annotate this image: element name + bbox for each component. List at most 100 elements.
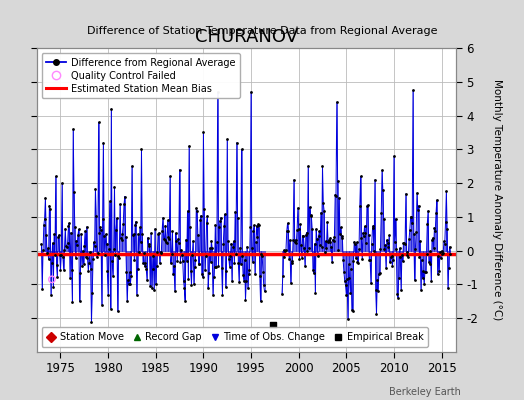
Point <box>153 249 161 255</box>
Point <box>330 238 338 244</box>
Point <box>104 291 112 298</box>
Point <box>416 238 424 245</box>
Point <box>69 126 78 132</box>
Point <box>359 230 367 236</box>
Point <box>373 277 381 284</box>
Point <box>51 252 59 259</box>
Point <box>220 223 228 230</box>
Point <box>318 244 326 250</box>
Point <box>345 275 354 281</box>
Point <box>96 224 104 230</box>
Point <box>60 246 69 253</box>
Text: Berkeley Earth: Berkeley Earth <box>389 387 461 397</box>
Point <box>107 106 115 112</box>
Point <box>156 260 164 266</box>
Point <box>213 239 221 245</box>
Point <box>128 163 136 170</box>
Point <box>147 230 155 236</box>
Point <box>400 240 409 246</box>
Point <box>56 267 64 273</box>
Point <box>49 284 58 290</box>
Point <box>354 260 363 266</box>
Point <box>204 285 212 291</box>
Point <box>300 245 309 251</box>
Point <box>418 275 427 282</box>
Point <box>395 245 403 251</box>
Point <box>307 212 315 218</box>
Point <box>344 261 353 268</box>
Point <box>307 213 315 220</box>
Point <box>241 297 249 303</box>
Point <box>67 229 75 236</box>
Point <box>136 224 144 230</box>
Point <box>238 253 246 259</box>
Point <box>134 231 143 238</box>
Point <box>180 285 189 291</box>
Point <box>325 237 333 243</box>
Point <box>174 239 183 246</box>
Point <box>166 173 174 180</box>
Point <box>419 268 428 275</box>
Text: Difference of Station Temperature Data from Regional Average: Difference of Station Temperature Data f… <box>87 26 437 36</box>
Point <box>417 287 425 293</box>
Point <box>404 254 412 261</box>
Point <box>168 251 176 258</box>
Point <box>412 229 420 235</box>
Point <box>406 227 414 233</box>
Point <box>124 277 132 284</box>
Point <box>91 186 100 192</box>
Point <box>68 299 77 306</box>
Point <box>145 243 153 249</box>
Point <box>413 206 422 213</box>
Point <box>237 146 246 152</box>
Point <box>115 254 124 261</box>
Point <box>299 232 307 239</box>
Point <box>290 239 299 246</box>
Point <box>143 277 151 284</box>
Point <box>54 234 62 240</box>
Point <box>97 302 106 308</box>
Point <box>79 260 88 267</box>
Point <box>133 266 141 272</box>
Point <box>376 246 385 252</box>
Point <box>163 217 172 224</box>
Point <box>245 271 253 278</box>
Point <box>312 226 320 232</box>
Point <box>159 235 168 242</box>
Point <box>71 224 79 230</box>
Point <box>91 243 99 249</box>
Point <box>438 250 446 257</box>
Point <box>236 260 245 267</box>
Point <box>80 242 89 249</box>
Point <box>137 146 146 152</box>
Point <box>135 249 143 255</box>
Point <box>39 247 47 254</box>
Point <box>326 234 335 241</box>
Point <box>63 240 72 246</box>
Point <box>86 266 95 272</box>
Point <box>193 207 201 214</box>
Point <box>246 224 255 230</box>
Point <box>402 190 410 197</box>
Point <box>194 232 202 238</box>
Point <box>102 240 111 247</box>
Point <box>356 203 364 210</box>
Point <box>126 281 135 287</box>
Point <box>202 220 211 226</box>
Point <box>176 166 184 173</box>
Point <box>81 228 89 234</box>
Point <box>314 233 323 239</box>
Point <box>156 248 165 255</box>
Point <box>160 236 169 243</box>
Point <box>407 214 416 220</box>
Point <box>210 274 218 280</box>
Point <box>151 226 159 232</box>
Point <box>149 253 158 259</box>
Point <box>322 245 331 252</box>
Point <box>433 271 442 277</box>
Point <box>221 211 229 218</box>
Point <box>118 231 127 237</box>
Point <box>95 230 104 236</box>
Point <box>190 281 198 288</box>
Point <box>182 258 191 264</box>
